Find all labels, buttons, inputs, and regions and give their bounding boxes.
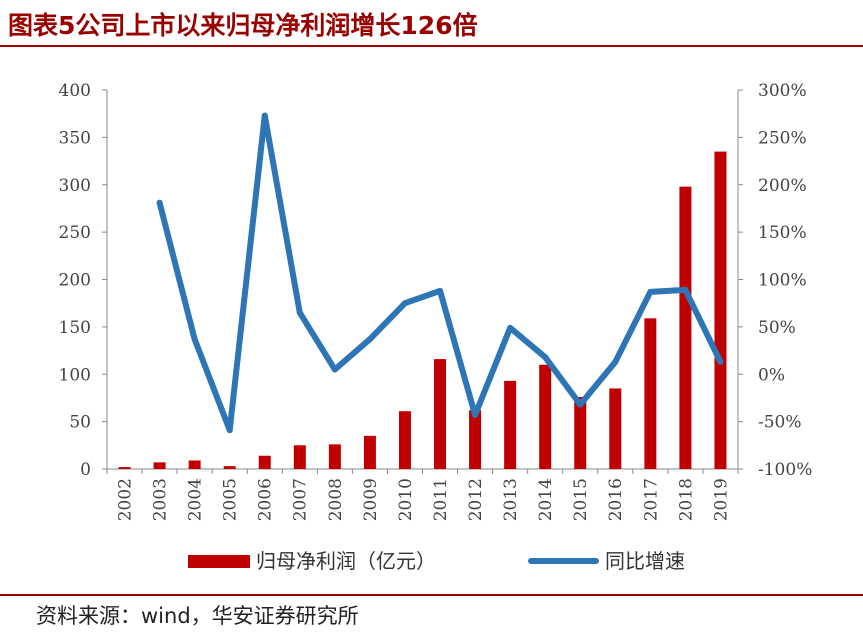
right-tick-label: 200% xyxy=(758,176,807,196)
combo-chart: 0 50 100 150 200 250 300 350 400 -100% -50% 0% 50% 10… xyxy=(59,81,813,573)
left-tick-label: 300 xyxy=(59,176,91,196)
growth-point-2015 xyxy=(577,401,584,408)
bar-2015 xyxy=(574,396,587,469)
x-tick-label: 2009 xyxy=(361,478,381,521)
x-tick-label: 2012 xyxy=(466,478,486,521)
left-tick-label: 200 xyxy=(59,271,91,291)
growth-point-2007 xyxy=(296,309,303,316)
legend-line-label: 同比增速 xyxy=(605,549,685,573)
x-tick-label: 2008 xyxy=(326,478,346,521)
axes-group xyxy=(102,89,743,474)
growth-point-2006 xyxy=(261,112,268,119)
bar-2016 xyxy=(609,388,622,469)
bar-2004 xyxy=(188,460,201,469)
right-tick-label: -100% xyxy=(758,460,812,480)
growth-point-2012 xyxy=(472,411,479,418)
growth-point-2018 xyxy=(682,286,689,293)
right-tick-label: 150% xyxy=(758,223,807,243)
right-tick-label: 50% xyxy=(758,318,796,338)
bar-2017 xyxy=(644,318,657,469)
left-tick-label: 100 xyxy=(59,365,91,385)
growth-point-2009 xyxy=(366,336,373,343)
bar-2010 xyxy=(398,411,411,469)
chart-title: 图表5公司上市以来归母净利润增长126倍 xyxy=(8,11,478,40)
bar-2006 xyxy=(258,455,271,469)
growth-point-2016 xyxy=(612,358,619,365)
title-divider xyxy=(0,45,863,47)
x-tick-label: 2018 xyxy=(676,478,696,521)
bar-2019 xyxy=(714,151,727,469)
x-tick-label: 2015 xyxy=(571,478,591,521)
legend-bar-label: 归母净利润（亿元） xyxy=(256,549,436,573)
x-tick-label: 2014 xyxy=(536,478,556,521)
bars-group xyxy=(118,151,727,469)
left-tick-label: 250 xyxy=(59,223,91,243)
bar-2009 xyxy=(363,435,376,469)
growth-point-2017 xyxy=(647,288,654,295)
legend-bar-swatch xyxy=(188,555,250,568)
growth-point-2004 xyxy=(191,336,198,343)
x-tick-label: 2013 xyxy=(501,478,521,521)
left-tick-label: 350 xyxy=(59,128,91,148)
x-tick-label: 2004 xyxy=(186,478,206,521)
x-tick-label: 2010 xyxy=(396,478,416,521)
growth-point-2010 xyxy=(401,300,408,307)
left-tick-label: 50 xyxy=(69,413,91,433)
x-tick-label: 2019 xyxy=(711,478,731,521)
left-tick-label: 400 xyxy=(59,81,91,101)
x-tick-label: 2002 xyxy=(115,478,135,521)
right-tick-label: 300% xyxy=(758,81,807,101)
bar-2011 xyxy=(434,359,447,469)
growth-point-2019 xyxy=(717,358,724,365)
bar-2014 xyxy=(539,364,552,469)
bar-2012 xyxy=(469,410,482,469)
bar-2018 xyxy=(679,186,692,469)
growth-point-2011 xyxy=(437,287,444,294)
growth-point-2005 xyxy=(226,427,233,434)
footer-divider xyxy=(0,594,863,596)
x-tick-label: 2011 xyxy=(431,478,451,521)
growth-point-2013 xyxy=(507,324,514,331)
right-tick-label: 250% xyxy=(758,128,807,148)
bar-2007 xyxy=(293,445,306,469)
right-tick-label: 100% xyxy=(758,271,807,291)
bar-2005 xyxy=(223,466,236,469)
right-tick-label: -50% xyxy=(758,413,802,433)
x-tick-label: 2017 xyxy=(641,478,661,521)
ticks-group: 0 50 100 150 200 250 300 350 400 -100% -50% 0% 50% 10… xyxy=(59,81,813,521)
source-note: 资料来源：wind，华安证券研究所 xyxy=(36,604,359,628)
x-tick-label: 2007 xyxy=(291,478,311,521)
x-tick-label: 2005 xyxy=(221,478,241,521)
right-tick-label: 0% xyxy=(758,365,785,385)
bar-2002 xyxy=(118,467,131,469)
bar-2003 xyxy=(153,462,166,469)
bar-2008 xyxy=(328,444,341,469)
growth-point-2008 xyxy=(331,366,338,373)
bar-2013 xyxy=(504,380,517,469)
left-tick-label: 0 xyxy=(80,460,91,480)
growth-point-2014 xyxy=(542,354,549,361)
x-tick-label: 2006 xyxy=(256,478,276,521)
line-group xyxy=(156,112,724,434)
legend: 归母净利润（亿元） 同比增速 xyxy=(188,549,685,573)
left-tick-label: 150 xyxy=(59,318,91,338)
x-tick-label: 2016 xyxy=(606,478,626,521)
x-tick-label: 2003 xyxy=(151,478,171,521)
growth-point-2003 xyxy=(156,199,163,206)
